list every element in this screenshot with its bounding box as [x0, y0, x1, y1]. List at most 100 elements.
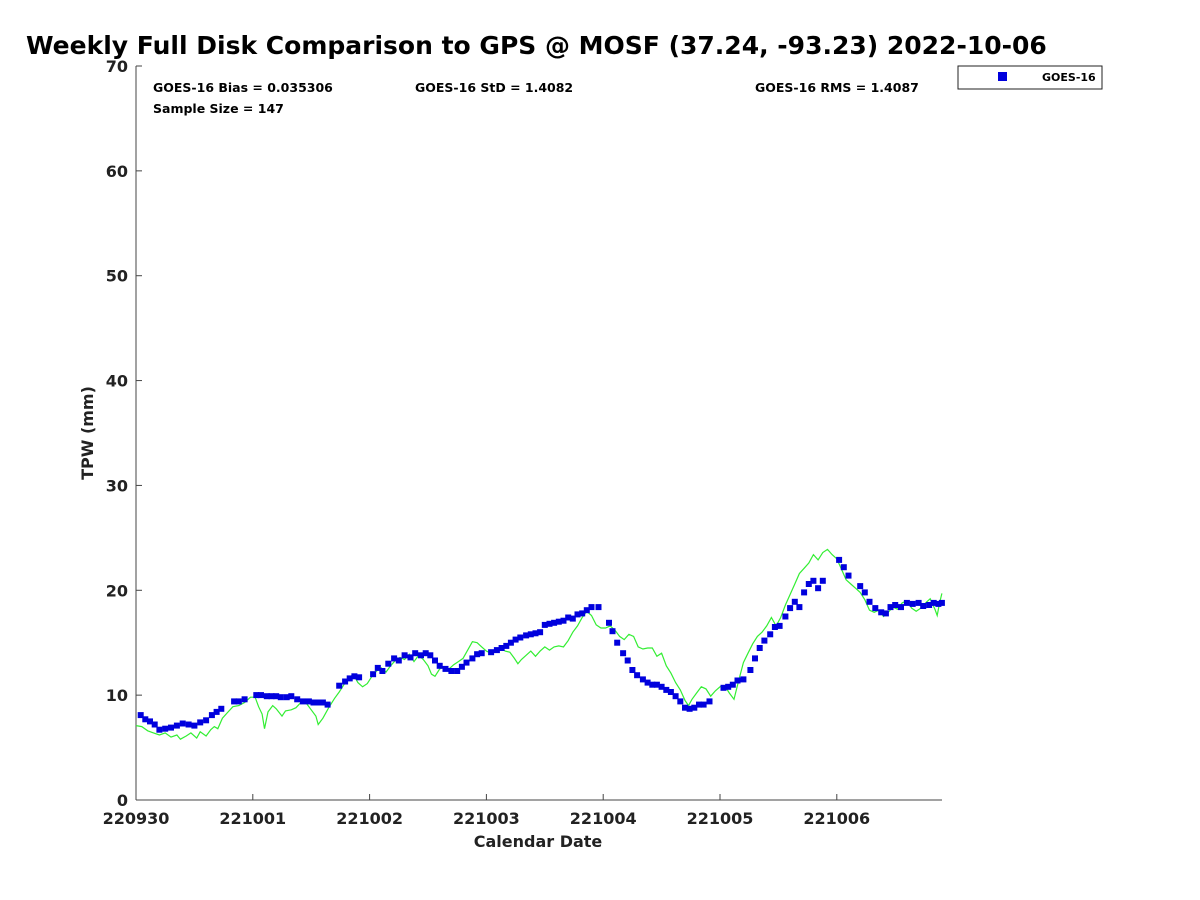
goes16-point [374, 664, 381, 671]
gps-series [135, 548, 943, 740]
goes16-point [488, 649, 495, 656]
goes16-point [507, 639, 514, 646]
goes16-point [527, 631, 534, 638]
goes16-point [463, 659, 470, 666]
goes16-point [179, 720, 186, 727]
goes16-point [436, 662, 443, 669]
goes16-point [583, 607, 590, 614]
goes16-series [137, 556, 945, 733]
goes16-point [579, 610, 586, 617]
goes16-point [569, 615, 576, 622]
goes16-point [787, 605, 794, 612]
goes16-point [747, 667, 754, 673]
goes16-point [815, 585, 822, 592]
goes16-point [796, 604, 803, 611]
goes16-point [168, 724, 174, 731]
goes16-point [866, 598, 873, 605]
goes16-point [137, 712, 144, 719]
goes16-point [734, 677, 741, 684]
goes16-point [782, 613, 789, 620]
goes16-point [478, 650, 485, 657]
legend-box [957, 65, 1103, 90]
goes16-point [595, 604, 602, 611]
goes16-point [432, 657, 438, 664]
goes16-point [401, 652, 408, 659]
goes16-point [263, 693, 270, 700]
goes16-point [191, 722, 198, 729]
goes16-point [283, 694, 290, 701]
goes16-point [729, 681, 736, 688]
goes16-point [691, 704, 698, 711]
goes16-point [351, 673, 358, 680]
goes16-point [606, 619, 612, 626]
goes16-point [892, 602, 899, 608]
goes16-point [920, 603, 927, 609]
goes16-point [614, 639, 621, 646]
goes16-point [142, 716, 149, 723]
goes16-point [801, 589, 808, 596]
goes16-point [819, 577, 826, 584]
goes16-point [458, 663, 465, 670]
goes16-point [887, 604, 894, 611]
goes16-point [427, 652, 434, 659]
x-axis-ticks: 220930 221001 221002 221003 221004 221005 2210… [103, 794, 870, 828]
x-tick-label: 221003 [453, 809, 520, 828]
goes16-point [324, 701, 331, 708]
y-axis-ticks: 0 10 20 30 40 50 60 70 [106, 57, 142, 810]
goes16-point [756, 645, 763, 651]
x-tick-label: 221005 [687, 809, 754, 828]
goes16-point [898, 604, 904, 611]
goes16-point [442, 665, 449, 672]
goes16-point [667, 689, 674, 695]
goes16-point [791, 598, 798, 605]
goes16-point [162, 725, 169, 732]
goes16-point [523, 632, 530, 639]
goes16-point [565, 614, 572, 621]
goes16-point [151, 721, 158, 728]
x-tick-label: 221001 [219, 809, 286, 828]
y-tick-label: 60 [106, 162, 128, 181]
goes16-point [761, 637, 768, 644]
goes16-point [658, 683, 665, 690]
y-tick-label: 70 [106, 57, 128, 76]
goes16-point [412, 650, 419, 657]
goes16-point [551, 619, 558, 626]
goes16-point [639, 676, 646, 683]
goes16-point [493, 647, 500, 654]
goes16-point [273, 693, 280, 700]
goes16-point [346, 675, 353, 682]
goes16-point [776, 622, 783, 629]
goes16-point [752, 655, 758, 662]
goes16-point [935, 600, 942, 607]
goes16-point [448, 668, 455, 674]
goes16-point [503, 642, 510, 649]
y-tick-label: 40 [106, 372, 128, 391]
sample-size-stat: Sample Size = 147 [153, 101, 284, 116]
goes16-point [634, 672, 641, 679]
goes16-point [395, 657, 402, 664]
legend-label-goes16: GOES-16 [1042, 71, 1096, 84]
goes16-point [555, 618, 562, 625]
y-tick-label: 10 [106, 686, 128, 705]
goes16-point [208, 712, 215, 719]
y-tick-label: 50 [106, 267, 128, 286]
goes16-point [872, 605, 879, 612]
goes16-point [288, 693, 295, 700]
goes16-point [294, 696, 301, 703]
goes16-point [882, 610, 889, 617]
goes16-point [203, 717, 210, 724]
goes16-point [218, 705, 225, 712]
goes16-point [706, 698, 713, 705]
y-tick-label: 20 [106, 581, 128, 600]
x-tick-label: 221002 [336, 809, 403, 828]
x-axis-label: Calendar Date [474, 832, 603, 851]
goes16-point [767, 631, 774, 638]
plot-area [135, 66, 942, 801]
goes16-point [156, 726, 163, 733]
goes16-point [342, 678, 349, 685]
goes16-point [810, 577, 817, 584]
goes16-point [672, 693, 679, 700]
goes16-point [541, 621, 548, 628]
